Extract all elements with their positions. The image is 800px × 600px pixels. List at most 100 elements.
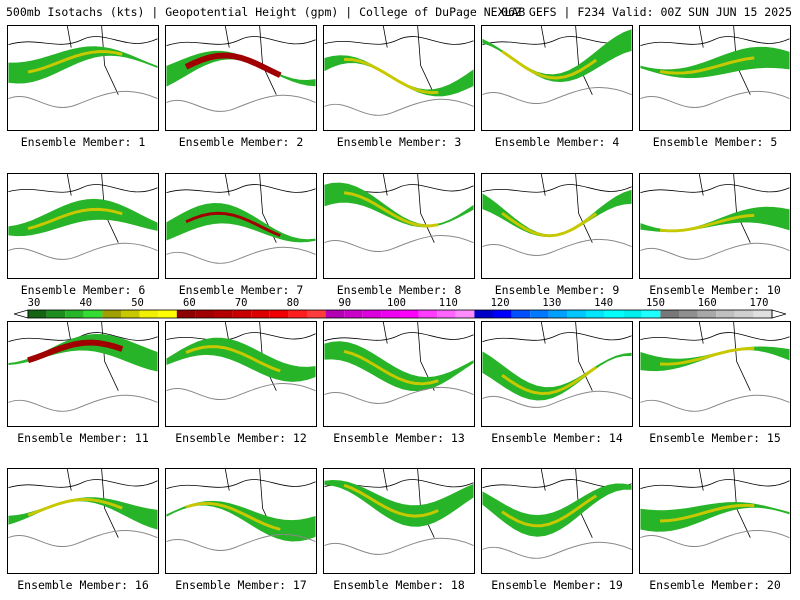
ensemble-member-panel [165,173,317,279]
jet-stream-band [324,55,474,97]
coastline [8,469,158,538]
isotach-map [166,322,316,401]
height-contour [324,386,474,404]
height-contour [166,382,316,401]
jet-core [501,366,598,396]
isotach-map [8,322,158,412]
colorbar-tick-label: 130 [542,297,561,309]
height-contour [166,533,316,551]
colorbar-bin [734,310,754,318]
colorbar-bin [716,310,735,318]
jet-core [185,345,281,373]
colorbar-bin [753,310,772,318]
colorbar-bin [679,310,698,318]
isotach-map [482,26,632,105]
jet-core [659,56,755,75]
ensemble-member-label: Ensemble Member: 16 [17,578,149,592]
height-contour [482,238,632,256]
colorbar-tick-label: 70 [235,297,248,309]
jet-stream-band [640,502,790,532]
ensemble-member-panel [7,25,159,131]
jet-core [27,50,123,74]
colorbar-bin [641,310,661,318]
colorbar-bin [530,310,549,318]
colorbar-bin [511,310,531,318]
isotach-map [482,322,632,408]
isotach-map [166,469,316,551]
colorbar-tick-label: 140 [594,297,613,309]
colorbar-bin [586,310,605,318]
jet-stream-band [324,341,474,392]
isotach-colorbar: 30 40 50 60 70 80 90 100 110 120 130 140 150 160 170 [14,297,786,319]
colorbar-min-arrow [14,309,29,319]
colorbar-bin [381,310,400,318]
isotach-map [324,26,474,116]
colorbar-bin [195,310,214,318]
height-contour [640,394,790,412]
jet-core [501,212,598,238]
height-contour [324,98,474,116]
jet-stream-band [8,46,158,84]
colorbar-bin [400,310,419,318]
ensemble-member-panel [323,173,475,279]
colorbar-tick-label: 80 [287,297,300,309]
colorbar-bins [14,309,786,319]
colorbar-bin [83,310,103,318]
ensemble-member-label: Ensemble Member: 5 [652,135,778,149]
jet-core [343,483,439,518]
jet-stream-band [482,29,632,83]
colorbar-bin [697,310,717,318]
colorbar-tick-label: 100 [387,297,406,309]
height-contour [640,529,790,548]
ensemble-member-panel [639,173,791,279]
isotach-map [324,322,474,404]
colorbar-max-arrow [771,309,786,319]
colorbar-bin [46,310,66,318]
colorbar-outline [27,309,773,319]
ensemble-member-panel [639,468,791,574]
isotach-map [324,469,474,555]
ensemble-member-panel [165,25,317,131]
ensemble-member-panel [7,321,159,427]
isotach-map [8,469,158,548]
height-contour [166,246,316,264]
colorbar-bin [418,310,438,318]
jet-core [185,211,281,237]
colorbar-tick-label: 160 [698,297,717,309]
colorbar-tick-label: 150 [646,297,665,309]
isotach-map [640,469,790,548]
jet-stream-band [8,333,158,372]
height-contour [166,94,316,112]
ensemble-member-label: Ensemble Member: 9 [494,283,620,297]
colorbar-bin [121,310,140,318]
jet-core [660,347,755,366]
coastline [8,26,158,95]
colorbar-tick-label: 90 [338,297,351,309]
ensemble-member-label: Ensemble Member: 10 [649,283,781,297]
coastline [324,26,474,95]
isotach-map [640,26,790,108]
colorbar-tick-label: 60 [183,297,196,309]
jet-stream-band [482,189,632,237]
height-contour [324,234,474,253]
ensemble-member-label: Ensemble Member: 8 [336,283,462,297]
isotach-map [482,469,632,559]
jet-core [184,52,282,78]
ensemble-member-label: Ensemble Member: 13 [333,431,465,445]
colorbar-bin [307,310,326,318]
ensemble-member-label: Ensemble Member: 19 [491,578,623,592]
jet-core [659,213,755,233]
colorbar-bin [214,310,233,318]
ensemble-member-panel [323,25,475,131]
height-contour [640,90,790,108]
colorbar-bin [288,310,307,318]
height-contour [8,242,158,260]
height-contour [482,86,632,105]
jet-core [343,349,439,386]
colorbar-bin [158,310,177,318]
coastline [482,322,632,391]
jet-core [27,497,123,517]
ensemble-member-label: Ensemble Member: 7 [178,283,304,297]
coastline [482,174,632,243]
jet-core [659,503,755,523]
